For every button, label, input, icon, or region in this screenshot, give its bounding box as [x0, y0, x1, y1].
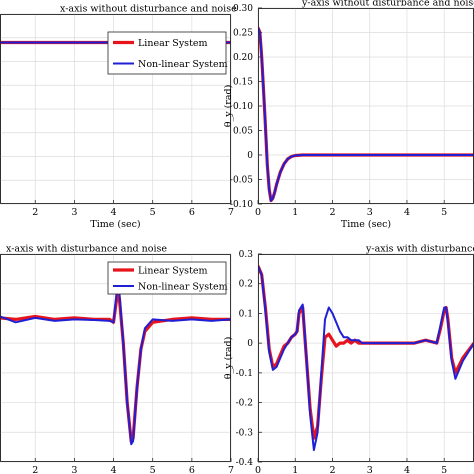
- y-tick-label: -0.4: [236, 458, 254, 468]
- y-tick-label: 0.3: [239, 250, 254, 260]
- legend: Linear System Non-linear System: [107, 31, 228, 75]
- x-tick-label: 4: [404, 465, 410, 474]
- x-tick-label: 2: [329, 465, 335, 474]
- panel-2: 0 1 2 3 4 5 -0.10 -0.05 0 0.05 0.10 0.15 0.20 0.25 0.3…: [223, 0, 474, 230]
- x-tick-label: 2: [32, 207, 38, 218]
- x-tick-label: 7: [228, 465, 234, 474]
- x-axis-label: Time (sec): [341, 219, 391, 230]
- x-tick-label: 5: [150, 207, 156, 218]
- x-tick-label: 5: [441, 465, 447, 474]
- x-tick-label: 3: [71, 207, 77, 218]
- legend: Linear System Non-linear System: [107, 261, 228, 295]
- panel-1: 2 3 4 5 6 7 x-axis without disturbance and noi…: [0, 4, 237, 230]
- x-tick-label: 2: [329, 207, 335, 218]
- x-tick-label: 1: [292, 207, 298, 218]
- panel-title: x-axis with disturbance and noise: [6, 244, 167, 255]
- y-tick-label: 0: [247, 339, 253, 349]
- x-tick-label: 5: [150, 465, 156, 474]
- legend-label-linear: Linear System: [138, 38, 208, 49]
- x-tick-label: 0: [255, 465, 261, 474]
- x-tick-label: 6: [189, 465, 195, 474]
- y-axis-label: θ_y (rad): [223, 85, 234, 128]
- y-tick-label: 0.10: [233, 102, 253, 112]
- panel-title: y-axis with disturbance and: [365, 244, 474, 255]
- x-tick-label: 6: [189, 207, 195, 218]
- x-tick-label: 3: [367, 207, 373, 218]
- x-tick-label: 7: [228, 207, 234, 218]
- x-tick-label: 0: [255, 207, 261, 218]
- x-tick-label: 1: [292, 465, 298, 474]
- axes-border: [0, 14, 231, 204]
- y-tick-label: -0.10: [230, 200, 253, 210]
- y-tick-label: 0.15: [233, 78, 253, 88]
- series-line-nonlinear: [0, 282, 231, 446]
- legend-label-linear: Linear System: [138, 266, 208, 277]
- y-tick-label: 0.30: [233, 4, 253, 14]
- legend-box: [107, 31, 227, 75]
- series-line-nonlinear: [258, 265, 474, 452]
- legend-label-nonlinear: Non-linear System: [138, 282, 228, 293]
- x-tick-label: 3: [367, 465, 373, 474]
- panel-title: y-axis without disturbance and noise: [301, 0, 474, 9]
- y-tick-label: 0.25: [233, 29, 253, 39]
- y-tick-label: -0.2: [236, 399, 253, 409]
- y-axis-label: θ_y (rad): [223, 337, 234, 380]
- x-tick-label: 4: [111, 465, 117, 474]
- x-tick-label: 4: [404, 207, 410, 218]
- y-tick-label: 0.1: [239, 309, 253, 319]
- y-tick-label: 0.20: [233, 53, 253, 63]
- panel-4: 0 1 2 3 4 5 -0.4 -0.3 -0.2 -0.1 0 0.1 0.2 0.3 y-axis w…: [223, 244, 474, 474]
- series-line-nonlinear: [258, 27, 474, 202]
- y-tick-label: -0.05: [230, 176, 253, 186]
- y-tick-label: 0.2: [239, 280, 253, 290]
- panel-title: x-axis without disturbance and noise: [60, 4, 237, 15]
- x-tick-label: 3: [71, 465, 77, 474]
- y-tick-label: 0.05: [233, 127, 253, 137]
- x-tick-label: 2: [32, 465, 38, 474]
- x-tick-label: 5: [441, 207, 447, 218]
- legend-label-nonlinear: Non-linear System: [138, 59, 228, 70]
- x-tick-label: 4: [111, 207, 117, 218]
- y-tick-label: 0: [247, 151, 253, 161]
- axes-border: [0, 254, 231, 462]
- axes-box: [258, 254, 474, 462]
- x-axis-label: Time (sec): [90, 219, 140, 230]
- legend-box: [107, 261, 227, 295]
- y-tick-label: -0.3: [236, 428, 254, 438]
- y-tick-label: -0.1: [236, 369, 253, 379]
